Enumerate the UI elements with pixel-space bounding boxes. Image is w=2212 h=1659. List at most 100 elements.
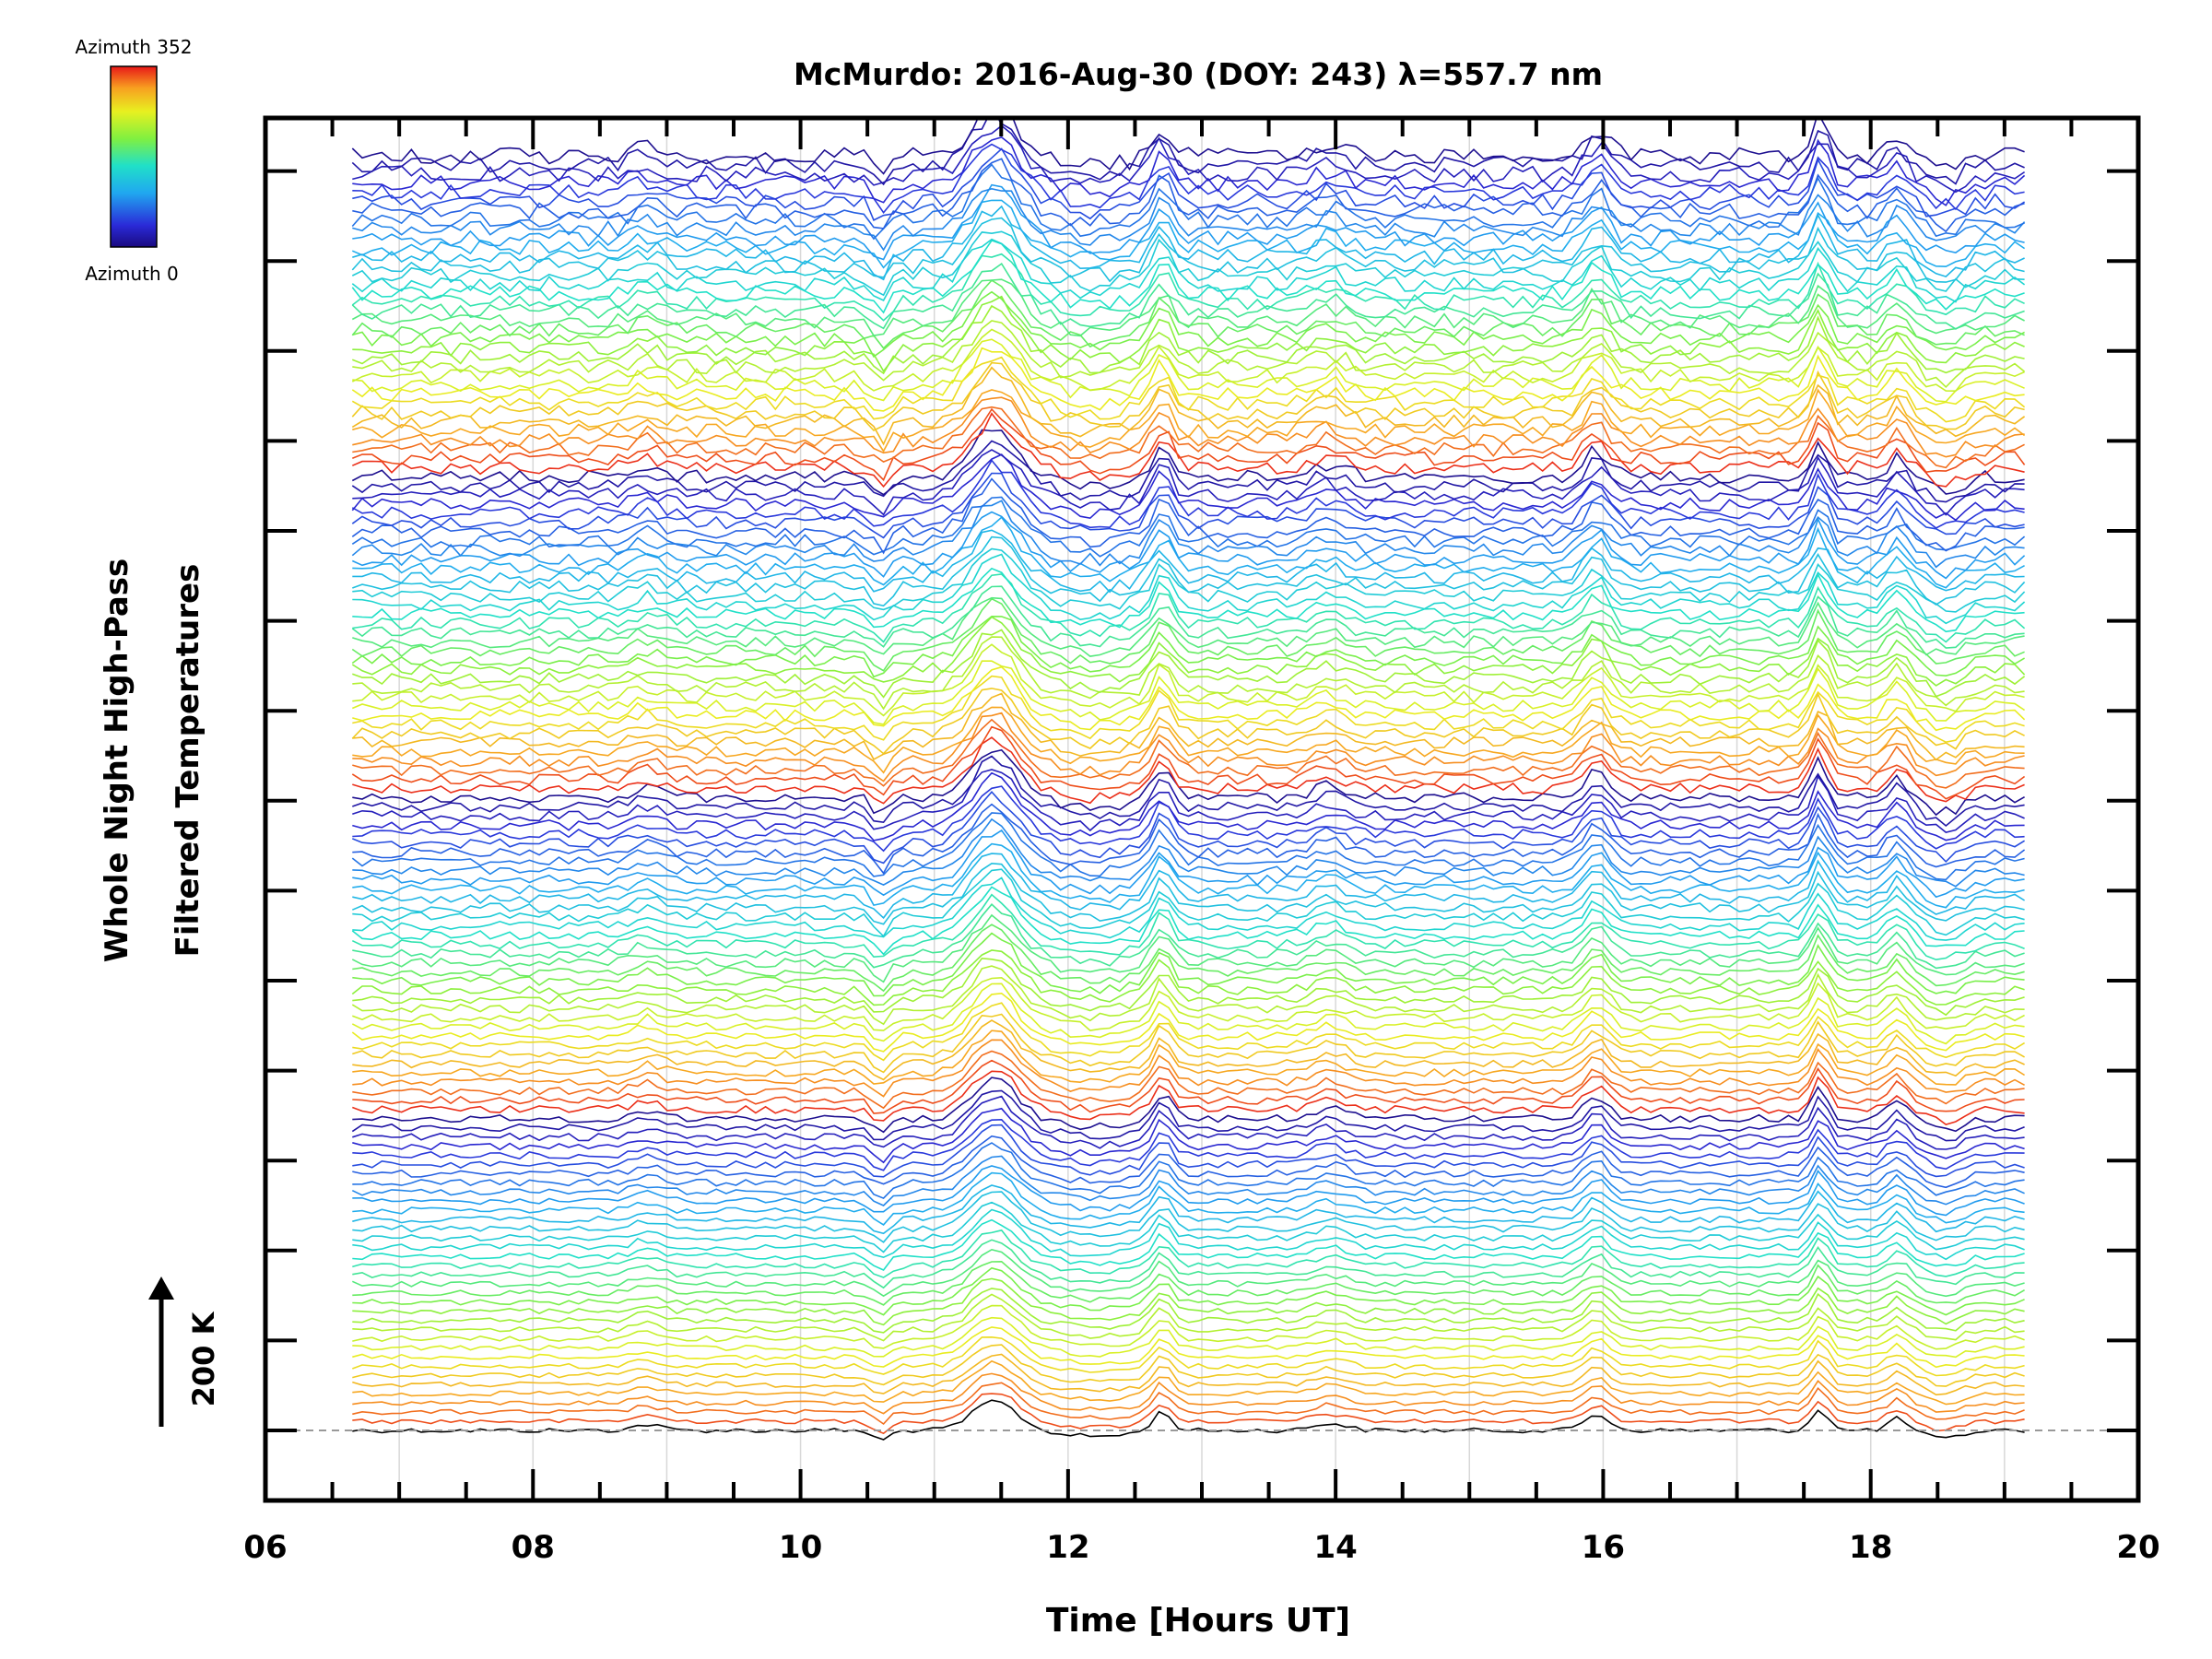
series-line bbox=[352, 1019, 2025, 1081]
series-line bbox=[352, 1030, 2026, 1086]
series-line bbox=[351, 886, 2025, 956]
series-line bbox=[352, 1095, 2025, 1150]
series-line bbox=[352, 957, 2025, 1017]
series-line bbox=[352, 1208, 2025, 1261]
series-line bbox=[352, 407, 2026, 482]
series-line bbox=[351, 982, 2025, 1045]
series-line bbox=[352, 516, 2025, 589]
series-line bbox=[352, 1372, 2025, 1415]
y-axis-label-line2: Filtered Temperatures bbox=[170, 564, 206, 958]
series-line bbox=[351, 500, 2025, 569]
axis-ticks bbox=[264, 118, 2140, 1500]
x-tick-label: 16 bbox=[1582, 1529, 1625, 1566]
series-line bbox=[352, 1107, 2025, 1164]
y-axis-label: Whole Night High-Pass Filtered Temperatu… bbox=[99, 559, 206, 963]
series-line bbox=[352, 1059, 2025, 1114]
series-line bbox=[352, 1266, 2025, 1316]
series-line bbox=[352, 1184, 2025, 1235]
series-line bbox=[352, 842, 2025, 909]
colorbar-top-label: Azimuth 352 bbox=[76, 36, 193, 58]
series-line bbox=[352, 183, 2025, 261]
series-line bbox=[351, 725, 2026, 800]
series-line bbox=[351, 440, 2025, 503]
series-line bbox=[352, 1077, 2025, 1134]
series-line bbox=[351, 429, 2025, 496]
series-line bbox=[352, 1393, 2025, 1435]
series-line bbox=[352, 1118, 2025, 1171]
series-line bbox=[352, 736, 2025, 805]
series-line bbox=[351, 279, 2025, 349]
series-line bbox=[351, 1248, 2025, 1298]
series-line bbox=[352, 158, 2025, 233]
series-line bbox=[352, 712, 2025, 782]
series-line bbox=[351, 262, 2025, 330]
series-line bbox=[352, 675, 2025, 744]
x-tick-label: 12 bbox=[1046, 1529, 1089, 1566]
series-line bbox=[352, 1260, 2025, 1306]
series-line bbox=[351, 472, 2025, 539]
series-line bbox=[351, 812, 2025, 881]
series-line bbox=[351, 459, 2025, 529]
x-tick-label: 20 bbox=[2116, 1529, 2159, 1566]
series-line bbox=[352, 1039, 2025, 1098]
series-line bbox=[352, 665, 2026, 732]
series-line bbox=[351, 453, 2025, 522]
x-axis-label: Time [Hours UT] bbox=[1046, 1602, 1350, 1640]
series-line bbox=[352, 1288, 2025, 1334]
series-line bbox=[352, 535, 2026, 607]
series-line bbox=[351, 477, 2025, 555]
series-line bbox=[351, 1089, 2025, 1142]
scale-bar: 200 K bbox=[148, 1277, 221, 1427]
series-line bbox=[352, 449, 2025, 516]
x-tick-label: 14 bbox=[1313, 1529, 1357, 1566]
series-line bbox=[352, 187, 2026, 252]
series-line bbox=[351, 238, 2026, 303]
x-tick-labels: 06 08 10 12 14 16 18 20 bbox=[243, 1529, 2159, 1566]
series-line bbox=[352, 573, 2026, 643]
series-line bbox=[352, 205, 2025, 281]
series-line bbox=[351, 347, 2025, 412]
series-line bbox=[352, 771, 2025, 841]
series-line bbox=[352, 1353, 2025, 1396]
grid bbox=[398, 118, 2006, 1500]
series-line bbox=[352, 1191, 2025, 1243]
series-line bbox=[352, 1070, 2025, 1125]
series-line bbox=[352, 1277, 2025, 1326]
series-line bbox=[352, 718, 2025, 789]
series-line bbox=[351, 585, 2025, 649]
x-tick-label: 10 bbox=[779, 1529, 822, 1566]
series-line bbox=[352, 1399, 2025, 1441]
series-line bbox=[351, 278, 2025, 337]
series-line bbox=[352, 636, 2025, 711]
series-line bbox=[352, 748, 2025, 817]
series-line bbox=[352, 755, 2025, 828]
series-line bbox=[352, 1165, 2025, 1217]
series-line bbox=[351, 511, 2026, 580]
series-line bbox=[352, 1050, 2025, 1110]
x-tick-label: 18 bbox=[1849, 1529, 1892, 1566]
series-line bbox=[352, 853, 2026, 920]
series-line bbox=[352, 1171, 2025, 1226]
series-line bbox=[352, 338, 2025, 403]
series-line bbox=[352, 1359, 2025, 1406]
series-line bbox=[352, 903, 2025, 970]
series-line bbox=[352, 629, 2026, 699]
series-line bbox=[352, 877, 2025, 941]
series-line bbox=[352, 932, 2025, 997]
series-line bbox=[352, 1382, 2025, 1426]
series-line bbox=[352, 1124, 2025, 1178]
series-line bbox=[352, 1135, 2025, 1189]
series-line bbox=[352, 924, 2025, 993]
series-line bbox=[351, 862, 2025, 925]
series-line bbox=[352, 829, 2025, 899]
series-line bbox=[351, 615, 2026, 678]
series-line bbox=[352, 1316, 2025, 1359]
series-line bbox=[352, 529, 2025, 594]
series-line bbox=[351, 913, 2025, 983]
series-line bbox=[352, 1002, 2026, 1062]
series-line bbox=[352, 124, 2026, 194]
traces bbox=[351, 118, 2026, 1441]
series-line bbox=[352, 1326, 2025, 1369]
series-line bbox=[352, 596, 2025, 657]
series-line bbox=[352, 1344, 2025, 1387]
